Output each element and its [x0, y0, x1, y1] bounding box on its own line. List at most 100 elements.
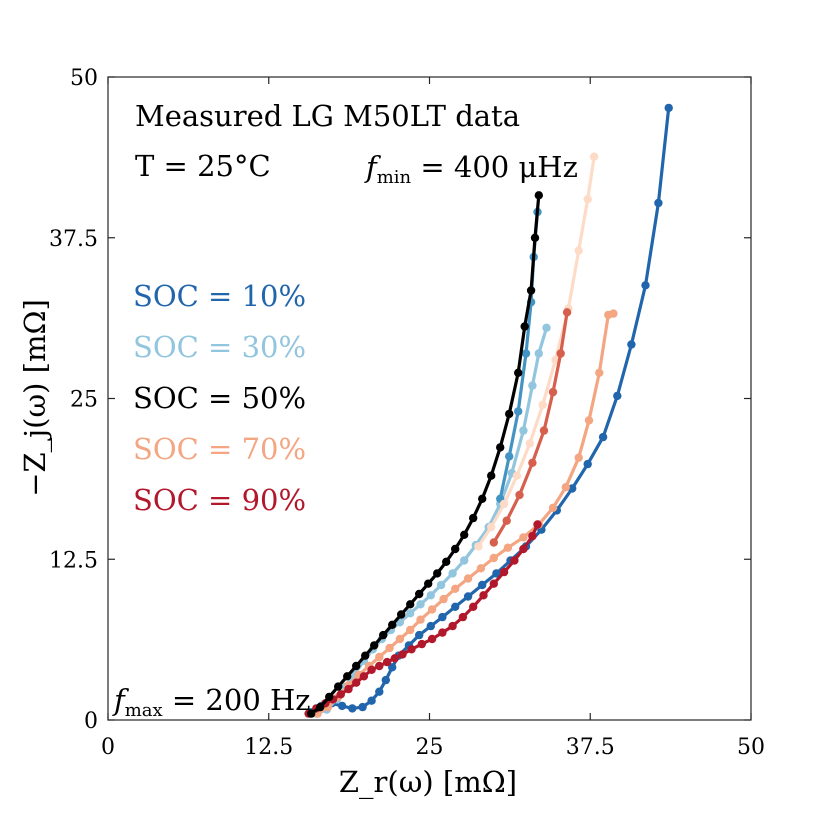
data-point — [528, 531, 537, 541]
data-point — [352, 661, 361, 671]
data-point — [538, 400, 547, 410]
data-point — [469, 602, 478, 611]
legend-entry: SOC = 10% — [133, 279, 306, 313]
data-point — [476, 564, 486, 573]
data-point — [510, 556, 519, 565]
data-point — [379, 630, 388, 640]
data-point — [448, 569, 457, 578]
data-point — [334, 682, 343, 691]
series-line — [492, 312, 569, 544]
data-point — [416, 615, 425, 624]
series-8 — [307, 191, 543, 718]
legend: SOC = 10% SOC = 30% SOC = 50% SOC = 70% SOC … — [133, 279, 306, 517]
data-point — [426, 621, 435, 631]
data-point — [344, 684, 353, 694]
data-point — [463, 592, 473, 601]
data-point — [502, 516, 511, 525]
data-point — [417, 639, 426, 649]
fmax-subscript: max — [125, 700, 163, 721]
x-tick-label: 0 — [101, 735, 115, 760]
fmin-value: = 400 μHz — [411, 150, 578, 184]
data-point — [548, 503, 558, 512]
data-point — [521, 349, 531, 358]
data-point — [336, 690, 345, 699]
data-point — [463, 574, 473, 583]
data-point — [348, 704, 357, 713]
fmin-annotation: fmin = 400 μHz — [364, 150, 578, 188]
data-point — [561, 483, 570, 492]
y-axis-label: −Z_j(ω) [mΩ] — [18, 299, 53, 497]
data-point — [390, 654, 399, 663]
data-point — [512, 471, 522, 480]
y-tick-label: 0 — [84, 709, 98, 734]
data-point — [499, 567, 509, 577]
data-point — [525, 439, 534, 448]
data-point — [406, 609, 415, 618]
data-point — [505, 452, 514, 461]
fmax-annotation: fmax = 200 Hz — [112, 683, 311, 721]
data-point — [654, 198, 663, 208]
data-point — [519, 533, 528, 542]
x-tick-label: 50 — [737, 735, 765, 760]
data-point — [375, 661, 384, 671]
data-point — [528, 458, 537, 467]
data-point — [548, 387, 558, 397]
data-point — [479, 591, 488, 600]
data-point — [492, 569, 501, 578]
data-point — [514, 407, 523, 416]
x-tick-label: 37.5 — [566, 735, 615, 760]
x-axis-label: Z_r(ω) [mΩ] — [339, 765, 517, 800]
data-point — [381, 675, 390, 685]
fmin-subscript: min — [377, 167, 412, 188]
data-point — [641, 281, 650, 290]
y-tick-label: 37.5 — [49, 227, 98, 252]
data-point — [613, 391, 622, 401]
data-point — [316, 702, 325, 712]
data-point — [534, 349, 543, 358]
data-point — [489, 538, 498, 547]
data-point — [519, 426, 528, 435]
data-point — [530, 233, 540, 242]
temperature-annotation: T = 25°C — [135, 149, 271, 183]
data-point — [496, 443, 505, 452]
data-point — [489, 579, 498, 588]
data-point — [395, 634, 405, 644]
data-point — [375, 687, 384, 696]
data-point — [426, 591, 435, 600]
data-point — [627, 340, 636, 349]
data-point — [526, 286, 536, 295]
data-point — [503, 543, 513, 552]
data-point — [583, 195, 592, 204]
x-tick-label: 12.5 — [244, 735, 293, 760]
series-7 — [304, 520, 542, 718]
data-point — [359, 672, 369, 681]
data-point — [574, 453, 583, 462]
data-point — [361, 651, 370, 660]
data-point — [427, 634, 437, 644]
data-point — [460, 530, 469, 539]
data-point — [556, 349, 565, 358]
data-point — [406, 600, 415, 609]
data-point — [609, 309, 618, 318]
data-point — [583, 459, 592, 469]
data-point — [397, 610, 406, 619]
data-point — [568, 484, 577, 493]
data-point — [451, 544, 460, 554]
data-point — [442, 557, 451, 566]
series-layer — [304, 103, 673, 718]
data-point — [424, 579, 433, 588]
data-point — [458, 612, 468, 622]
data-point — [388, 620, 397, 629]
data-point — [505, 409, 514, 419]
data-point — [460, 556, 469, 565]
data-point — [415, 630, 424, 640]
data-point — [664, 103, 673, 113]
data-point — [438, 628, 447, 637]
data-point — [451, 602, 460, 611]
data-point — [352, 678, 361, 687]
y-tick-label: 25 — [70, 388, 98, 413]
data-point — [515, 490, 524, 500]
data-point — [307, 709, 316, 718]
data-point — [589, 152, 599, 161]
